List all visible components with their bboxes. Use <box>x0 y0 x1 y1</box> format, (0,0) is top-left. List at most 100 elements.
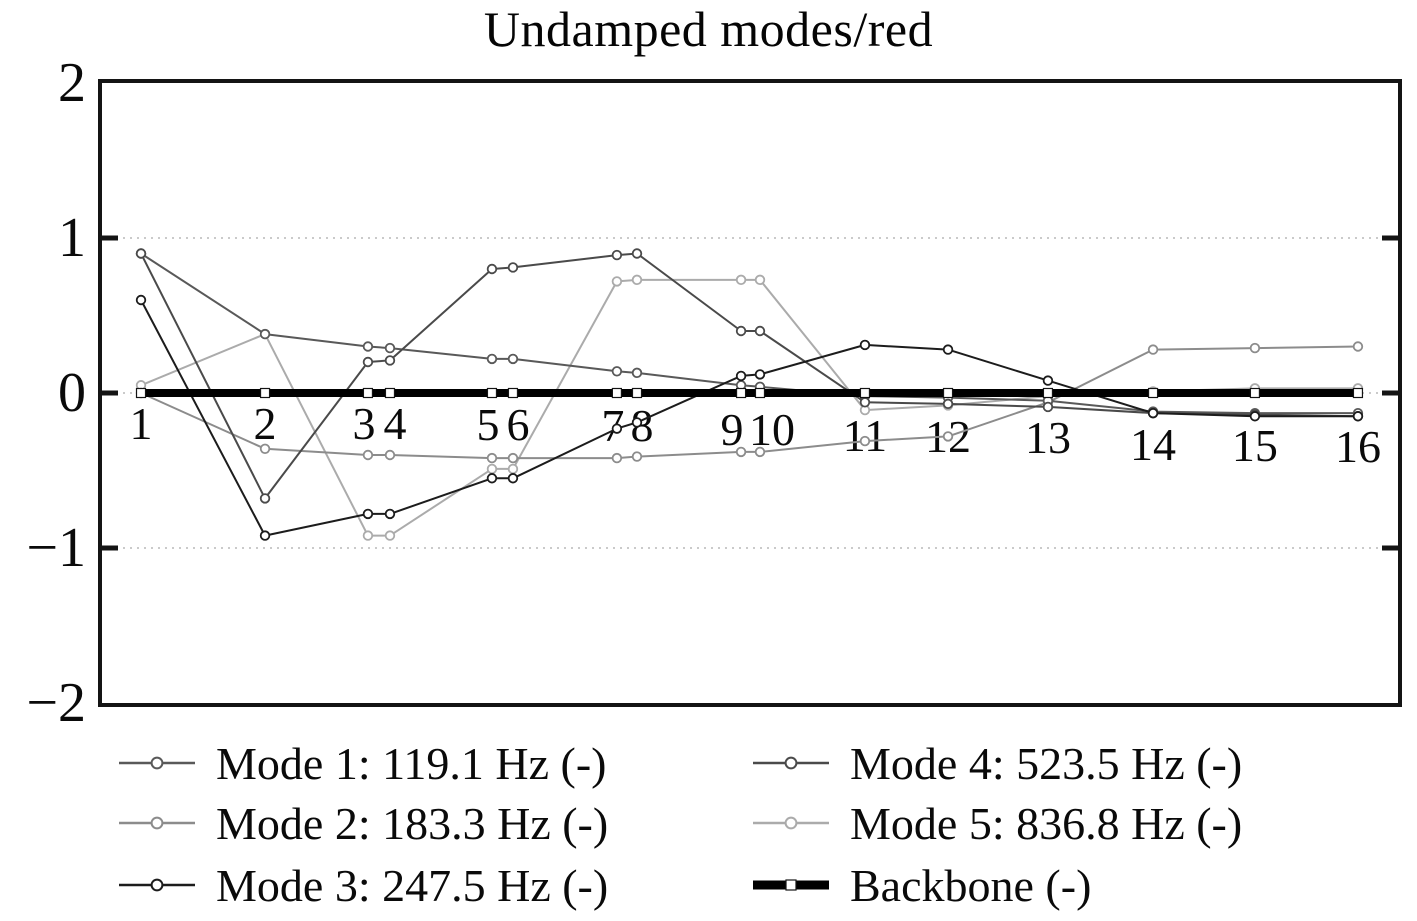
series-marker <box>259 443 271 455</box>
x-point-label-3: 3 <box>352 398 375 449</box>
series-marker <box>259 328 271 340</box>
series-marker <box>486 452 498 464</box>
x-point-label-13: 13 <box>1025 412 1071 463</box>
legend-swatch-marker <box>784 816 798 830</box>
legend-swatch <box>753 756 829 770</box>
x-point-label-7: 7 <box>601 400 624 451</box>
series-marker <box>362 508 374 520</box>
legend-item-1: Mode 1: 119.1 Hz (-) <box>118 732 606 794</box>
series-marker <box>942 398 954 410</box>
backbone-marker <box>1352 387 1364 399</box>
series-line-mode-4-523-5-hz <box>140 252 1359 500</box>
series-marker <box>631 367 643 379</box>
legend-item-4: Mode 4: 523.5 Hz (-) <box>752 732 1242 794</box>
legend-swatch-marker <box>150 756 164 770</box>
series-marker <box>1147 344 1159 355</box>
chart-title: Undamped modes/red <box>483 1 934 57</box>
series-marker <box>486 473 498 484</box>
x-point-label-5: 5 <box>476 399 499 450</box>
series-marker <box>942 431 954 442</box>
backbone-marker <box>384 387 396 399</box>
legend-label: Mode 3: 247.5 Hz (-) <box>216 859 609 911</box>
series-marker <box>611 366 623 377</box>
x-point-label-10: 10 <box>749 404 795 455</box>
backbone-marker <box>735 387 747 399</box>
series-marker <box>1352 411 1364 422</box>
x-point-label-15: 15 <box>1232 420 1278 471</box>
backbone-marker <box>611 387 623 399</box>
backbone-marker <box>631 387 643 399</box>
series-marker <box>735 446 747 458</box>
legend-label: Mode 4: 523.5 Hz (-) <box>850 737 1243 789</box>
series-marker <box>1147 407 1159 419</box>
legend-swatch <box>119 756 195 770</box>
series-marker <box>507 463 519 475</box>
series-marker <box>1042 401 1054 413</box>
legend-swatch <box>119 816 195 830</box>
series-marker <box>384 342 396 354</box>
backbone-marker <box>1147 387 1159 399</box>
legend-swatch-marker <box>150 816 164 830</box>
legend-swatch <box>753 879 829 891</box>
series-marker <box>631 248 643 259</box>
backbone-marker <box>362 387 374 399</box>
x-point-label-9: 9 <box>721 404 744 455</box>
series-marker <box>507 452 519 464</box>
series-marker <box>384 508 396 520</box>
legend-item-5: Mode 5: 836.8 Hz (-) <box>752 792 1242 854</box>
plot-area: 1 2 3 4 5 6 7 8 9 10 11 12 13 14 15 16 <box>98 79 1402 707</box>
series-marker <box>362 356 374 368</box>
y-axis-label--1: −1 <box>26 517 86 579</box>
series-marker <box>362 449 374 461</box>
y-axis-tick <box>1382 545 1398 551</box>
series-marker <box>754 274 766 286</box>
backbone-marker <box>486 387 498 399</box>
series-marker <box>384 449 396 461</box>
series-marker <box>754 446 766 458</box>
series-marker <box>362 341 374 352</box>
y-axis-label-0: 0 <box>58 362 86 424</box>
series-marker <box>486 263 498 275</box>
series-marker <box>259 493 271 504</box>
series-marker <box>611 423 623 434</box>
legend-label: Backbone (-) <box>850 859 1092 911</box>
series-marker <box>1042 375 1054 386</box>
plot-canvas: 1 2 3 4 5 6 7 8 9 10 11 12 13 14 15 16 <box>102 235 1398 551</box>
series-marker <box>942 344 954 355</box>
x-point-label-6: 6 <box>506 399 529 450</box>
x-point-label-11: 11 <box>843 410 887 461</box>
y-axis-tick <box>102 235 118 241</box>
series-marker <box>384 355 396 366</box>
legend-swatch <box>119 878 195 892</box>
legend-swatch-marker <box>150 878 164 892</box>
series-line-mode-1-119-1-hz <box>140 252 1358 415</box>
series-marker <box>735 274 747 286</box>
series-marker <box>1352 341 1364 352</box>
legend-item-3: Mode 3: 247.5 Hz (-) <box>118 854 608 916</box>
legend-swatch <box>753 816 829 830</box>
series-marker <box>631 451 643 462</box>
series-backbone <box>135 387 1364 399</box>
x-point-label-8: 8 <box>630 400 653 451</box>
backbone-marker <box>942 387 954 399</box>
series-marker <box>362 530 374 541</box>
series-marker <box>259 530 271 541</box>
backbone-marker <box>1042 387 1054 399</box>
y-axis-tick <box>102 390 118 396</box>
series-marker <box>507 353 519 365</box>
x-point-label-14: 14 <box>1130 419 1176 470</box>
x-point-label-4: 4 <box>383 398 406 449</box>
series-marker <box>859 397 871 408</box>
legend-label: Mode 2: 183.3 Hz (-) <box>216 797 609 849</box>
series-marker <box>507 473 519 484</box>
y-axis-tick <box>1382 390 1398 396</box>
series-marker <box>507 262 519 273</box>
x-point-label-1: 1 <box>130 398 153 449</box>
series-marker <box>631 274 643 286</box>
legend-label: Mode 1: 119.1 Hz (-) <box>216 737 607 789</box>
legend-item-6: Backbone (-) <box>752 854 1091 916</box>
backbone-marker <box>507 387 519 399</box>
series-marker <box>735 370 747 382</box>
backbone-marker <box>1249 387 1261 399</box>
